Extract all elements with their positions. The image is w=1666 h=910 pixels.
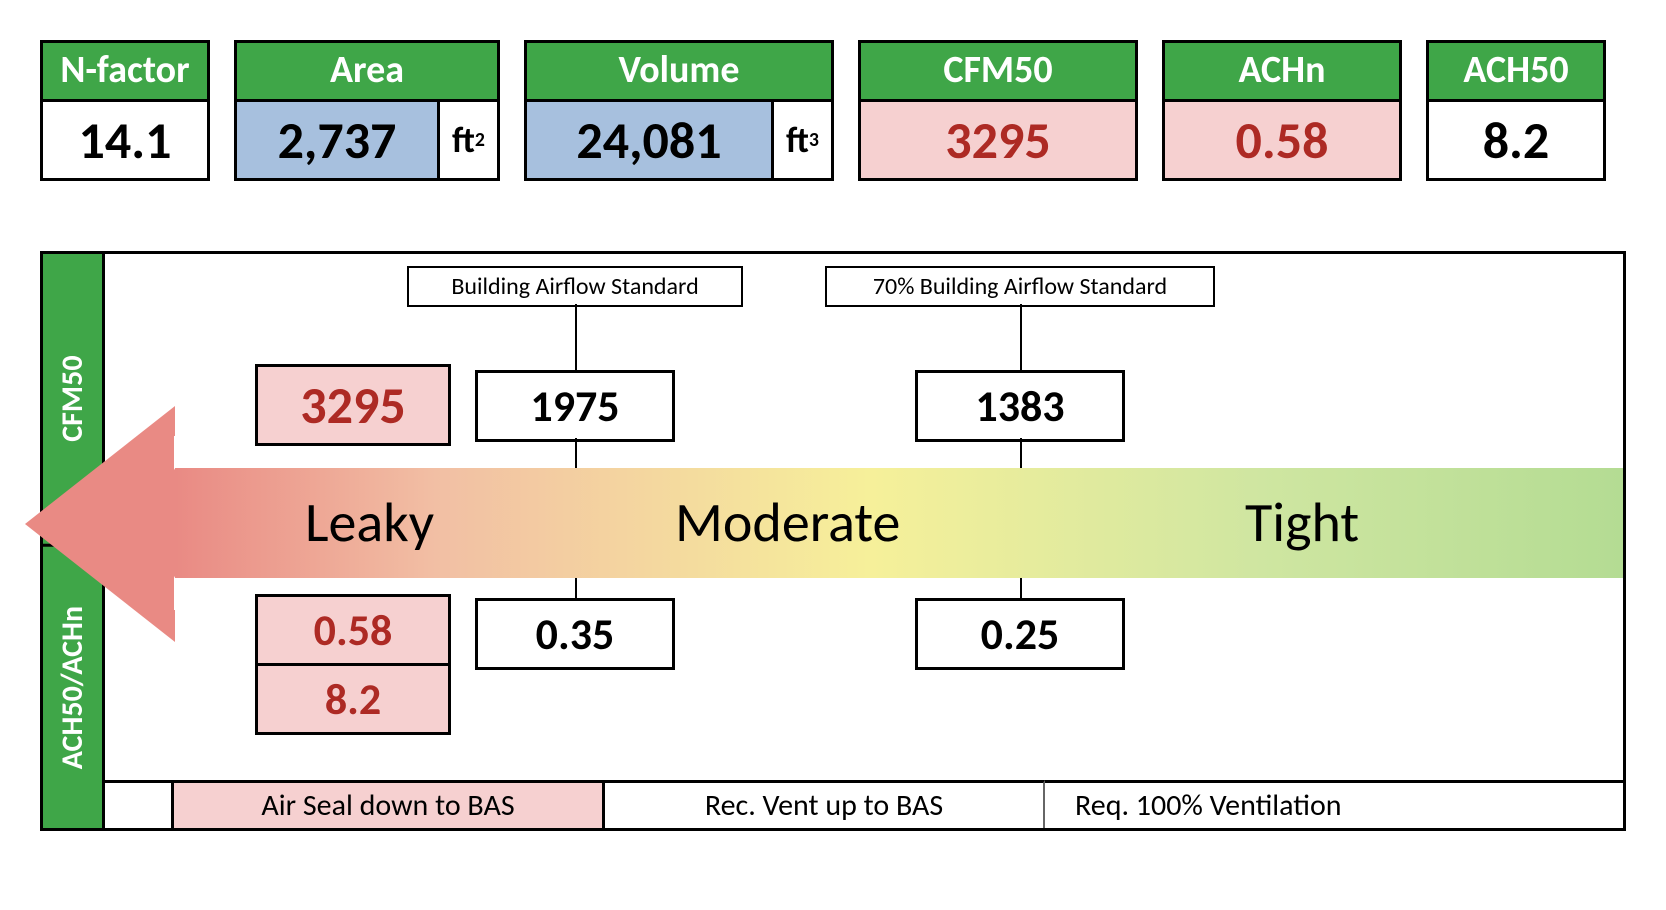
- metric-value: 2,737: [237, 102, 437, 178]
- metric-header: Area: [237, 43, 497, 102]
- arrow-head-icon: [25, 406, 175, 642]
- bas70-achn: 0.25: [915, 598, 1125, 670]
- metric-volume: Volume 24,081 ft3: [524, 40, 834, 181]
- current-cfm50: 3295: [255, 364, 451, 446]
- metrics-row: N-factor 14.1 Area 2,737 ft2 Volume 24,0…: [40, 40, 1626, 181]
- scale-label-tight: Tight: [1245, 489, 1359, 557]
- zone-air-seal: Air Seal down to BAS: [171, 780, 605, 828]
- metric-header: Volume: [527, 43, 831, 102]
- metric-header: ACH50: [1429, 43, 1603, 102]
- metric-value: 24,081: [527, 102, 771, 178]
- metric-nfactor: N-factor 14.1: [40, 40, 210, 181]
- current-ach50: 8.2: [255, 666, 451, 735]
- metric-value: 8.2: [1429, 102, 1603, 178]
- annotation-bas: Building Airflow Standard: [407, 266, 743, 307]
- metric-ach50: ACH50 8.2: [1426, 40, 1606, 181]
- zone-rec-vent: Rec. Vent up to BAS: [605, 780, 1045, 828]
- diagram: CFM50 ACH50/ACHn Building Airflow Standa…: [40, 251, 1626, 831]
- annotation-bas70: 70% Building Airflow Standard: [825, 266, 1215, 307]
- bas70-cfm50: 1383: [915, 370, 1125, 442]
- metric-header: ACHn: [1165, 43, 1399, 102]
- metric-unit: ft3: [771, 102, 831, 178]
- scale-label-leaky: Leaky: [305, 489, 434, 557]
- metric-value: 14.1: [43, 102, 207, 178]
- metric-achn: ACHn 0.58: [1162, 40, 1402, 181]
- bas-cfm50: 1975: [475, 370, 675, 442]
- zone-req-vent: Req. 100% Ventilation: [1045, 780, 1623, 828]
- footer-zones: Air Seal down to BAS Rec. Vent up to BAS…: [105, 780, 1623, 828]
- current-achn: 0.58: [255, 594, 451, 666]
- gradient-arrow: Leaky Moderate Tight: [175, 468, 1623, 578]
- metric-header: N-factor: [43, 43, 207, 102]
- bas-achn: 0.35: [475, 598, 675, 670]
- metric-unit: ft2: [437, 102, 497, 178]
- metric-value: 3295: [861, 102, 1135, 178]
- metric-cfm50: CFM50 3295: [858, 40, 1138, 181]
- metric-area: Area 2,737 ft2: [234, 40, 500, 181]
- metric-value: 0.58: [1165, 102, 1399, 178]
- metric-header: CFM50: [861, 43, 1135, 102]
- scale-label-moderate: Moderate: [675, 489, 900, 557]
